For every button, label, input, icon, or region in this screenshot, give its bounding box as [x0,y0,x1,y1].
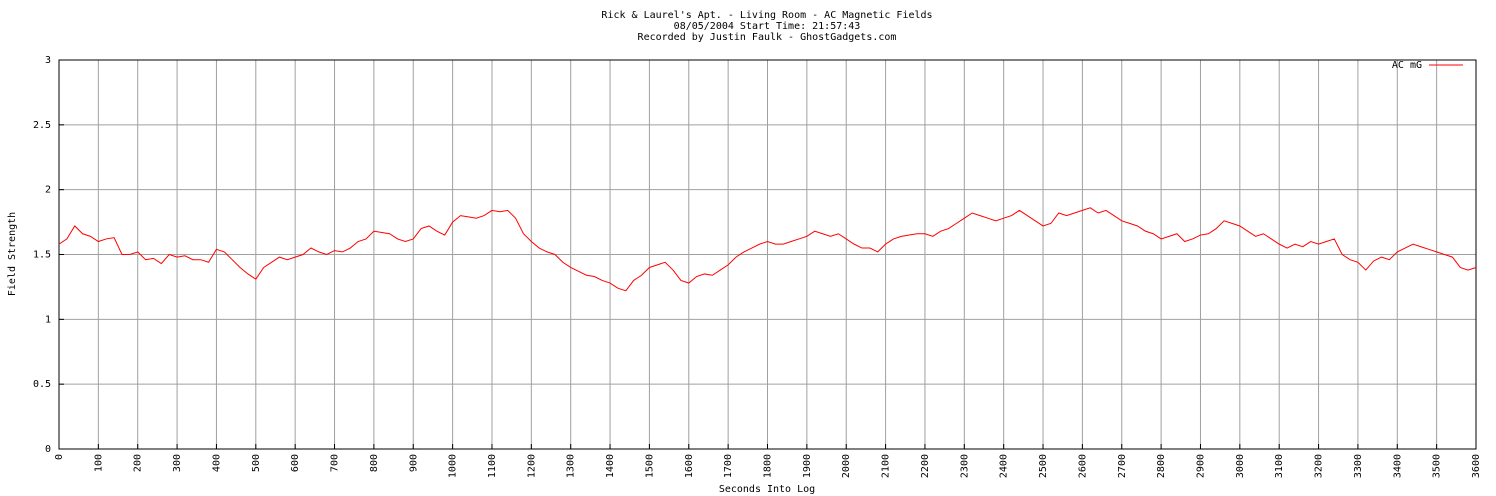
x-tick-label: 2100 [881,454,892,478]
x-tick-label: 900 [408,454,419,472]
y-axis-label: Field Strength [7,212,18,296]
y-tick-label: 2.5 [33,120,51,131]
x-tick-label: 500 [251,454,262,472]
x-tick-label: 3200 [1314,454,1325,478]
x-tick-label: 2900 [1195,454,1206,478]
x-tick-label: 800 [369,454,380,472]
x-tick-label: 1900 [802,454,813,478]
x-tick-label: 1600 [684,454,695,478]
x-tick-label: 3300 [1353,454,1364,478]
x-tick-label: 2700 [1117,454,1128,478]
x-tick-label: 2200 [920,454,931,478]
x-tick-label: 1200 [526,454,537,478]
x-tick-label: 1800 [763,454,774,478]
x-tick-label: 400 [211,454,222,472]
x-tick-label: 3100 [1274,454,1285,478]
x-tick-label: 2500 [1038,454,1049,478]
x-tick-label: 1500 [644,454,655,478]
x-tick-label: 600 [290,454,301,472]
legend-label: AC mG [1392,60,1422,71]
chart-title: Rick & Laurel's Apt. - Living Room - AC … [601,10,932,21]
x-tick-label: 100 [93,454,104,472]
y-tick-label: 1.5 [33,250,51,261]
x-tick-label: 2000 [841,454,852,478]
x-tick-label: 2600 [1077,454,1088,478]
x-axis-label: Seconds Into Log [719,484,815,495]
x-tick-label: 2300 [959,454,970,478]
x-tick-label: 2400 [999,454,1010,478]
chart-subtitle: 08/05/2004 Start Time: 21:57:43 [674,21,861,32]
x-tick-label: 3600 [1471,454,1482,478]
x-tick-label: 1700 [723,454,734,478]
x-tick-label: 1000 [448,454,459,478]
x-tick-label: 3000 [1235,454,1246,478]
x-tick-label: 3400 [1392,454,1403,478]
y-tick-label: 2 [45,185,51,196]
y-tick-label: 1 [45,314,51,325]
x-tick-label: 700 [330,454,341,472]
chart-credit: Recorded by Justin Faulk - GhostGadgets.… [638,32,897,43]
x-tick-label: 300 [172,454,183,472]
y-tick-label: 0.5 [33,379,51,390]
x-tick-label: 1300 [566,454,577,478]
x-tick-label: 3500 [1432,454,1443,478]
x-tick-label: 2800 [1156,454,1167,478]
x-tick-label: 1100 [487,454,498,478]
y-tick-label: 3 [45,55,51,66]
plot-frame [58,59,1477,450]
x-tick-label: 200 [133,454,144,472]
data-line [58,207,1477,292]
x-tick-label: 0 [54,454,65,460]
y-tick-label: 0 [45,444,51,455]
x-tick-label: 1400 [605,454,616,478]
